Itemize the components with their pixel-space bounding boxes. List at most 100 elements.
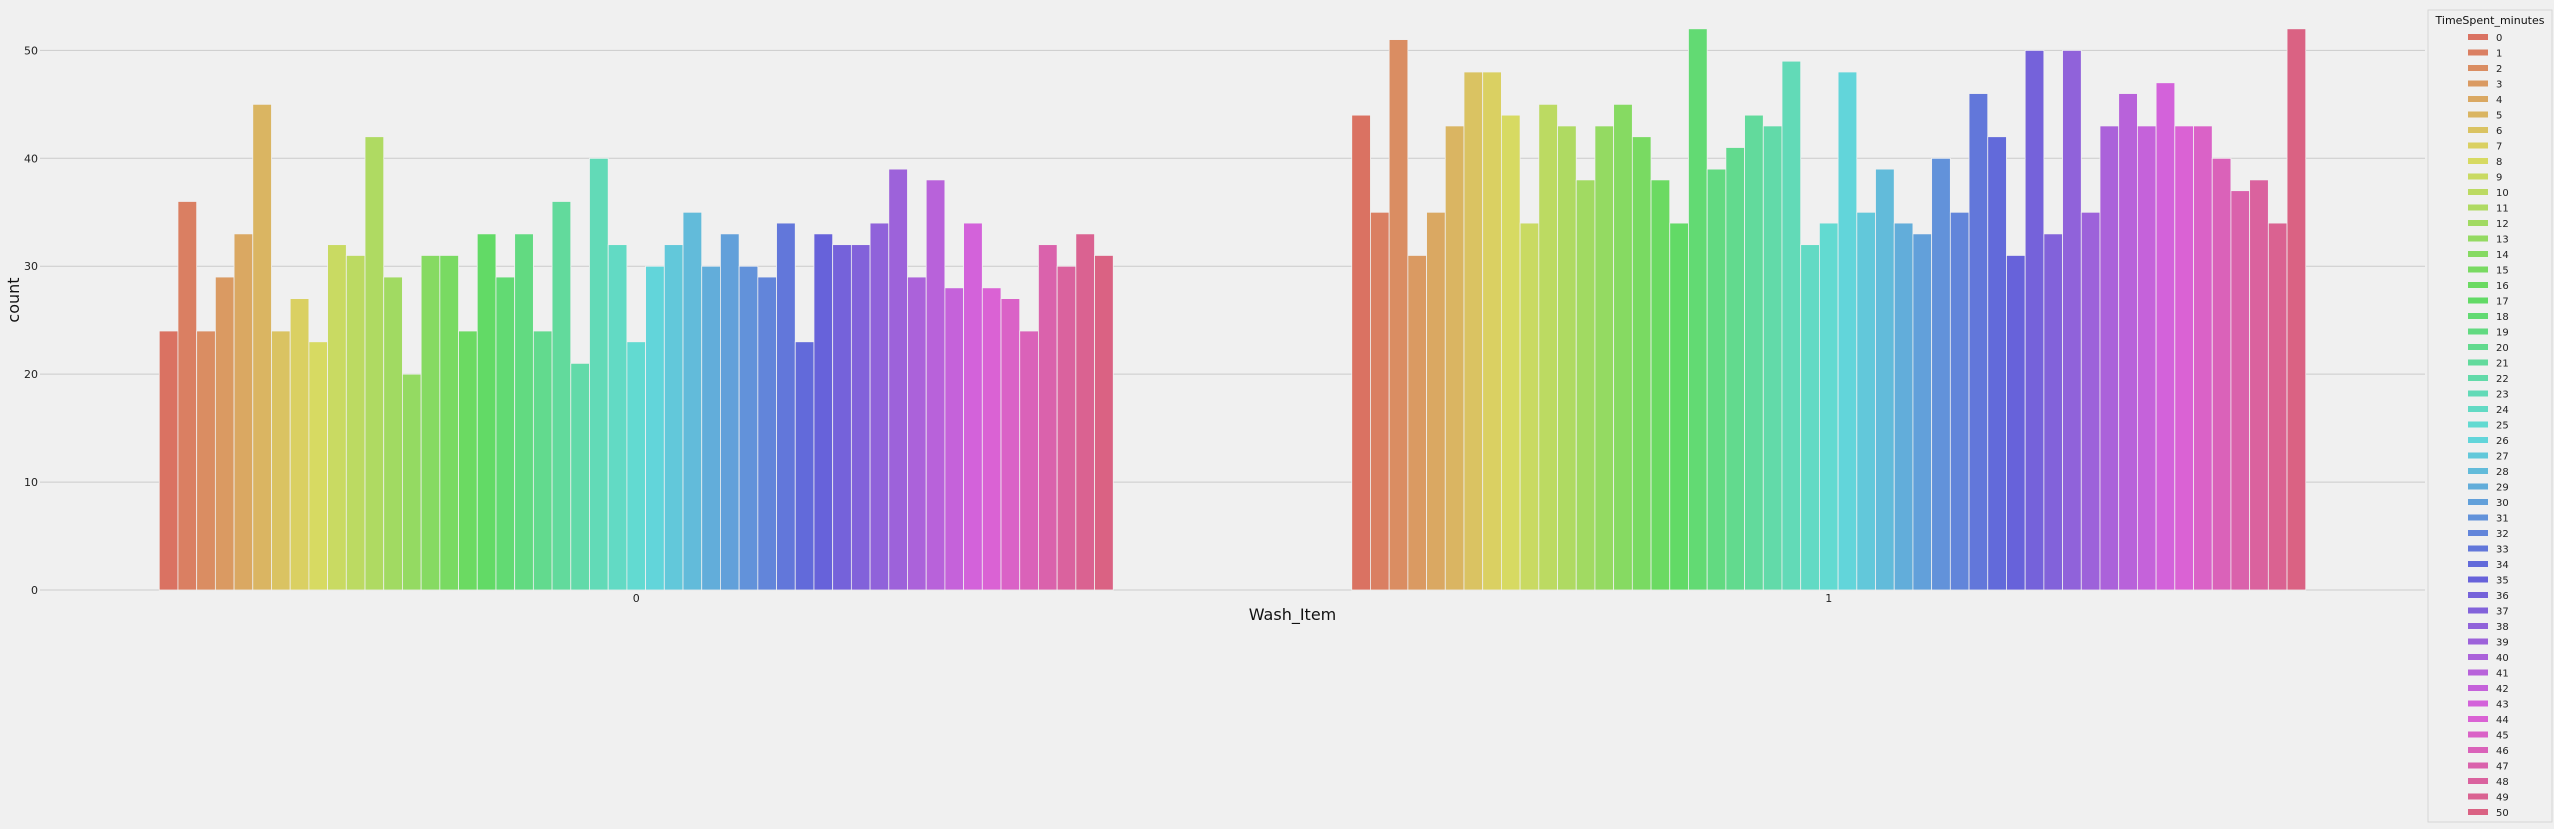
bar-wash0-time39 [888, 168, 908, 591]
legend-swatch-9 [2468, 173, 2488, 180]
legend-swatch-40 [2468, 654, 2488, 660]
legend-swatch-15 [2468, 266, 2488, 273]
legend: TimeSpent_minutes 0123456789101112131415… [2427, 9, 2553, 823]
bars [158, 28, 2307, 591]
bar-wash1-time2 [1388, 39, 1409, 591]
legend-entry: 50 [2496, 808, 2509, 819]
legend-swatch-34 [2468, 561, 2488, 567]
legend-swatch-28 [2468, 468, 2488, 474]
legend-entry: 28 [2496, 467, 2509, 478]
legend-entry: 12 [2496, 219, 2509, 230]
bar-wash0-time28 [682, 211, 703, 591]
legend-entry: 45 [2496, 731, 2509, 742]
bar-wash1-time24 [1800, 244, 1820, 591]
legend-swatch-30 [2468, 499, 2488, 505]
bar-wash0-time49 [1075, 233, 1095, 591]
bar-wash0-time8 [308, 341, 329, 591]
legend-entry: 14 [2496, 250, 2509, 261]
legend-swatch-11 [2468, 204, 2488, 211]
legend-swatch-39 [2468, 638, 2488, 645]
legend-entry: 3 [2496, 80, 2502, 91]
bar-wash1-time44 [2174, 125, 2194, 591]
legend-entry: 30 [2496, 498, 2509, 509]
legend-swatch-8 [2468, 158, 2488, 164]
bar-wash1-time38 [2062, 49, 2082, 591]
bar-wash0-time11 [364, 136, 385, 591]
bar-wash1-time47 [2230, 190, 2251, 591]
bar-wash1-time21 [1744, 114, 1764, 591]
legend-entry: 18 [2496, 312, 2509, 323]
legend-swatch-46 [2468, 747, 2488, 753]
bar-wash1-time15 [1631, 136, 1652, 591]
bar-wash0-time3 [214, 276, 235, 591]
bar-wash1-time6 [1463, 71, 1484, 591]
bar-wash1-time31 [1931, 157, 1951, 591]
legend-swatch-33 [2468, 545, 2488, 552]
bar-wash1-time4 [1426, 211, 1446, 591]
legend-swatch-14 [2468, 251, 2488, 257]
bar-wash1-time45 [2193, 125, 2213, 591]
legend-swatch-20 [2468, 344, 2488, 350]
bar-wash0-time50 [1094, 255, 1114, 591]
legend-swatch-19 [2468, 328, 2488, 335]
legend-entry: 0 [2496, 33, 2502, 44]
legend-swatch-0 [2468, 34, 2488, 40]
legend-entry: 42 [2496, 684, 2509, 695]
bar-wash0-time7 [289, 298, 310, 591]
legend-swatch-42 [2468, 685, 2488, 691]
bar-wash0-time20 [532, 330, 553, 591]
legend-entry: 2 [2496, 64, 2502, 75]
bar-wash1-time13 [1594, 125, 1615, 591]
legend-entry: 1 [2496, 49, 2502, 60]
legend-entry: 17 [2496, 297, 2509, 308]
bar-wash1-time9 [1519, 222, 1540, 591]
bar-wash1-time7 [1482, 71, 1502, 591]
bar-wash0-time1 [177, 201, 198, 591]
bar-wash1-time10 [1538, 103, 1558, 591]
legend-entry: 36 [2496, 591, 2509, 602]
legend-swatch-37 [2468, 607, 2488, 614]
bar-wash0-time43 [963, 222, 983, 591]
bar-wash0-time9 [327, 244, 347, 591]
legend-entry: 6 [2496, 126, 2502, 137]
legend-swatch-49 [2468, 793, 2488, 800]
bar-wash1-time50 [2286, 28, 2307, 591]
legend-swatch-18 [2468, 313, 2488, 319]
legend-swatch-22 [2468, 375, 2488, 381]
bar-wash1-time30 [1912, 233, 1933, 591]
bar-wash1-time33 [1968, 93, 1989, 591]
bar-wash1-time14 [1613, 103, 1633, 591]
legend-swatch-24 [2468, 406, 2488, 412]
bar-wash1-time3 [1407, 255, 1427, 591]
legend-entry: 43 [2496, 700, 2509, 711]
bar-wash0-time18 [495, 276, 516, 591]
bar-wash0-time2 [196, 330, 216, 591]
legend-entry: 32 [2496, 529, 2509, 540]
x-tick-label: 1 [1825, 592, 1832, 605]
legend-swatch-31 [2468, 514, 2488, 521]
legend-entry: 26 [2496, 436, 2509, 447]
bar-wash0-time36 [832, 244, 852, 591]
bar-wash0-time37 [850, 244, 871, 591]
bar-wash0-time22 [570, 362, 590, 591]
y-tick-label: 0 [31, 584, 38, 597]
legend-entry: 9 [2496, 173, 2502, 184]
bar-wash0-time44 [981, 287, 1002, 591]
legend-entry: 44 [2496, 715, 2509, 726]
bar-wash0-time24 [607, 244, 628, 591]
legend-swatch-25 [2468, 421, 2488, 428]
y-tick-label: 20 [24, 368, 38, 381]
legend-entry: 37 [2496, 607, 2509, 618]
bar-wash1-time11 [1557, 125, 1577, 591]
legend-swatch-17 [2468, 297, 2488, 304]
bar-wash0-time14 [420, 255, 441, 591]
y-axis-label: count [4, 277, 23, 322]
legend-entry: 33 [2496, 545, 2509, 556]
bar-wash0-time46 [1019, 330, 1039, 591]
bar-wash1-time43 [2155, 82, 2176, 591]
bar-wash0-time32 [757, 276, 777, 591]
legend-entry: 20 [2496, 343, 2509, 354]
bar-wash1-time49 [2267, 222, 2288, 591]
bar-wash0-time26 [645, 265, 665, 591]
legend-swatch-16 [2468, 282, 2488, 288]
